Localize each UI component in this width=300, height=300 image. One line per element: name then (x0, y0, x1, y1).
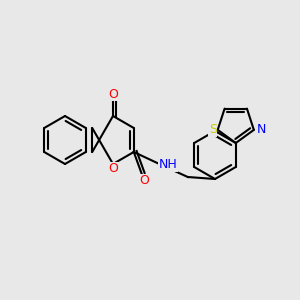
Text: O: O (108, 163, 118, 176)
Text: S: S (209, 123, 217, 136)
Text: N: N (257, 123, 266, 136)
Text: NH: NH (158, 158, 177, 172)
Text: O: O (108, 88, 118, 100)
Text: O: O (139, 175, 149, 188)
